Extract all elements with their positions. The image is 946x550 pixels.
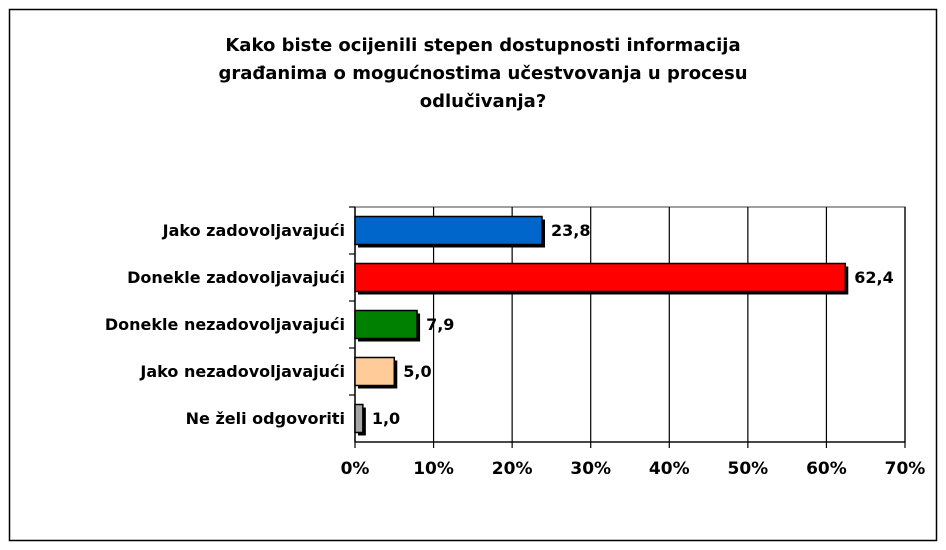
chart-title: Kako biste ocijenili stepen dostupnosti … [225,35,740,56]
x-tick-label: 0% [341,459,370,479]
bar [354,356,396,387]
x-tick-label: 50% [728,459,769,479]
value-label: 5,0 [403,362,431,381]
value-label: 7,9 [426,315,454,334]
y-tick-label: Donekle nezadovoljavajući [105,315,345,334]
bar [354,309,418,340]
y-tick-label: Donekle zadovoljavajući [127,268,345,287]
value-label: 62,4 [854,268,893,287]
y-tick-label: Jako zadovoljavajući [162,221,345,240]
x-tick-label: 20% [492,459,533,479]
x-tick-label: 40% [649,459,690,479]
chart-title: odlučivanja? [420,91,547,112]
bar [354,403,364,434]
value-label: 1,0 [372,409,400,428]
value-label: 23,8 [551,221,590,240]
bar [354,215,543,246]
x-tick-label: 30% [570,459,611,479]
x-tick-label: 60% [806,459,847,479]
chart-title: građanima o mogućnostima učestvovanja u … [218,63,747,84]
y-tick-label: Jako nezadovoljavajući [139,362,345,381]
y-tick-label: Ne želi odgovoriti [186,409,345,428]
x-tick-label: 70% [885,459,926,479]
x-tick-label: 10% [413,459,454,479]
bar [354,262,847,293]
